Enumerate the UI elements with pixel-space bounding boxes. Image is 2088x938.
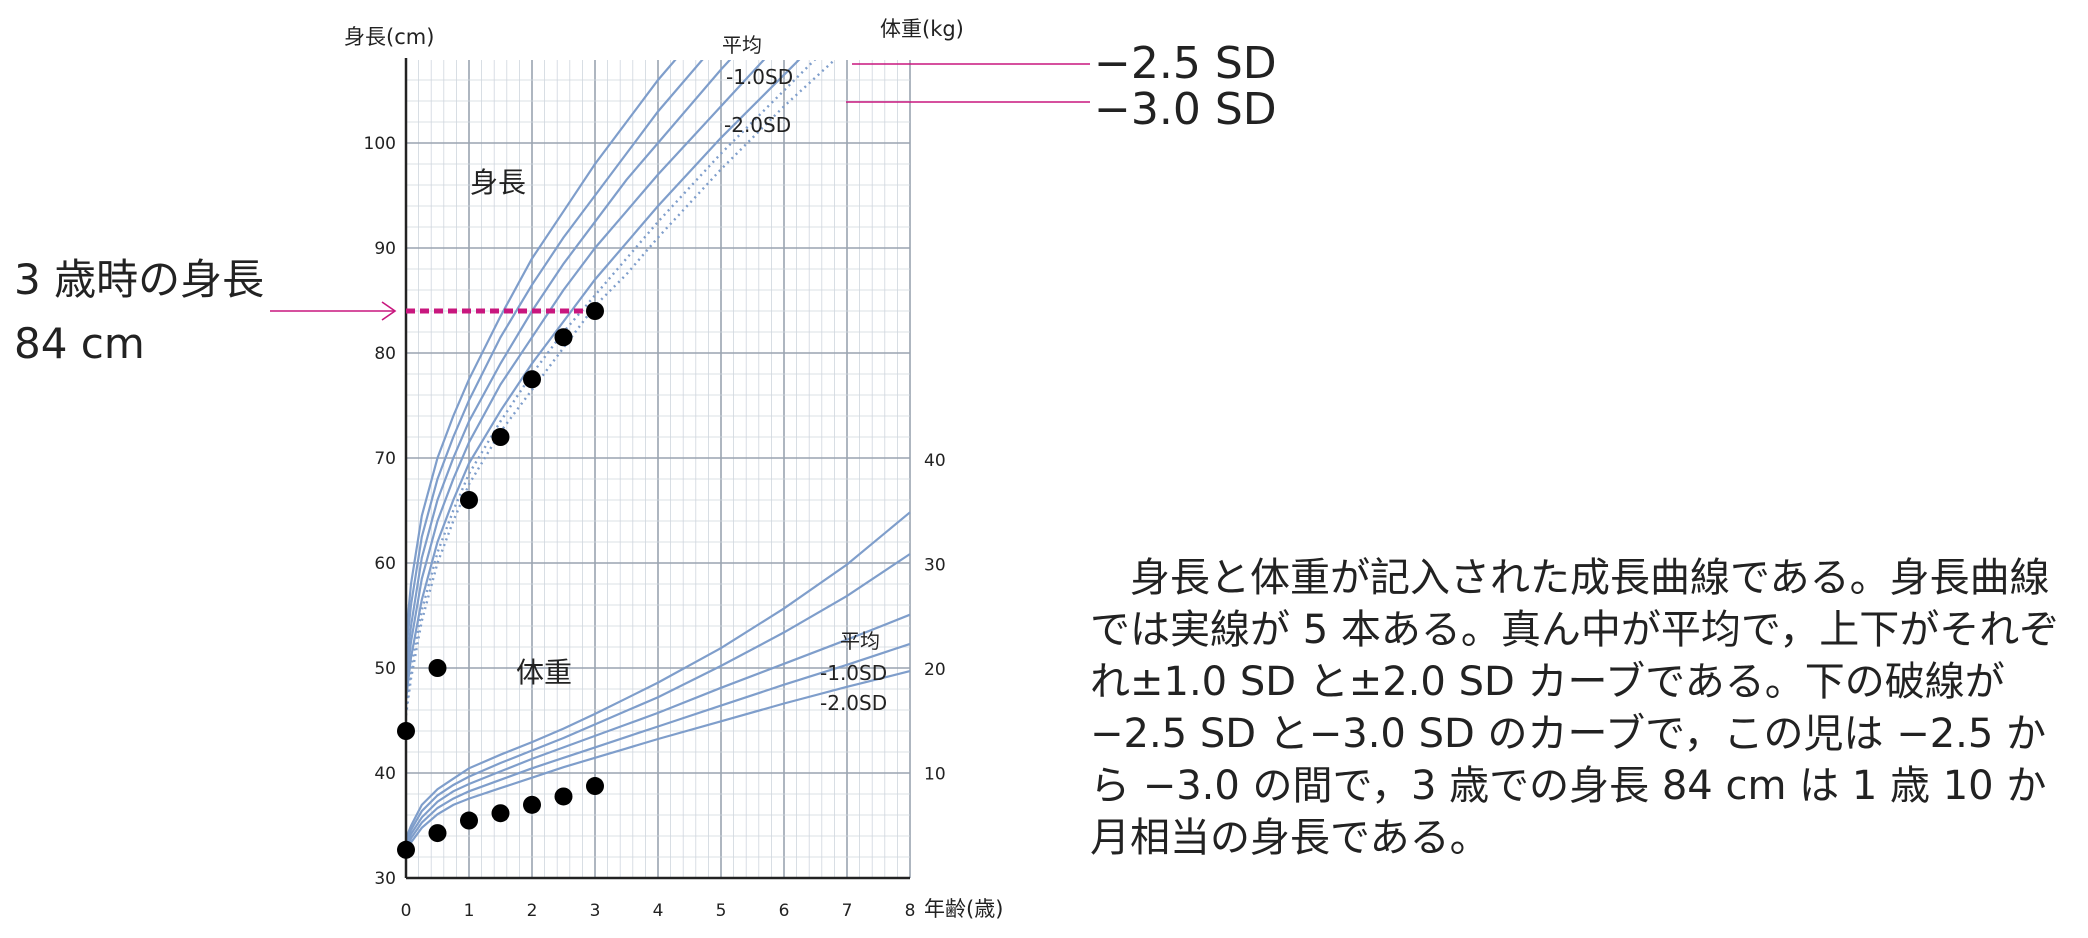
weight-curve	[406, 553, 911, 843]
height-curve	[406, 60, 766, 684]
callout-arrow-head	[381, 301, 397, 321]
height-curve	[406, 60, 732, 669]
axes	[404, 58, 910, 880]
height-tick-label: 40	[374, 764, 396, 784]
height-tick-label: 100	[364, 134, 396, 154]
data-points	[397, 302, 604, 859]
weight-curve-label-mean: 平均	[840, 629, 880, 653]
weight-point	[554, 787, 573, 806]
tick-labels: 0 1 2 3 4 5 6 7 8 30 40 50 60 70 80 90 100 10 20 30 40 年齢(歳) 身…	[344, 17, 1003, 921]
weight-tick-label: 20	[924, 660, 946, 680]
description: 身長と体重が記入された成長曲線である。身長曲線では実線が 5 本ある。真ん中が平…	[1090, 552, 2080, 864]
x-tick-label: 3	[590, 901, 601, 921]
height-curve-label-mean: 平均	[722, 33, 762, 57]
description-text: 身長と体重が記入された成長曲線である。身長曲線では実線が 5 本ある。真ん中が平…	[1090, 555, 2060, 861]
weight-point	[397, 840, 415, 859]
weight-point	[586, 777, 604, 796]
callout-label: 3 歳時の身長 84 cm	[14, 248, 264, 376]
height-curve-label-2sd: -2.0SD	[724, 113, 791, 137]
weight-curve-label-2sd: -2.0SD	[820, 691, 887, 715]
grid	[405, 60, 911, 879]
height-point	[491, 428, 510, 446]
weight-point	[523, 795, 541, 814]
height-tick-label: 60	[374, 554, 396, 574]
weight-tick-label: 10	[924, 765, 946, 785]
x-tick-label: 0	[401, 901, 412, 921]
weight-curve	[406, 511, 911, 839]
height-axis-title: 身長(cm)	[344, 25, 434, 49]
weight-point	[491, 804, 510, 823]
x-tick-label: 2	[527, 901, 538, 921]
height-tick-label: 90	[374, 239, 396, 259]
height-curve	[406, 60, 677, 637]
height-section-label: 身長	[470, 166, 526, 199]
x-tick-label: 6	[779, 901, 790, 921]
height-point	[554, 328, 573, 347]
x-tick-label: 5	[716, 901, 727, 921]
height-tick-label: 80	[374, 344, 396, 364]
height-point	[586, 302, 604, 320]
weight-curve-label-1sd: -1.0SD	[820, 661, 887, 685]
weight-tick-label: 40	[924, 451, 946, 471]
height-curve-label-1sd: -1.0SD	[726, 65, 793, 89]
height-point	[397, 722, 415, 740]
weight-curve	[406, 670, 911, 854]
weight-section-label: 体重	[516, 656, 572, 689]
height-point	[523, 370, 541, 389]
height-curve	[406, 60, 704, 653]
sd30-label: −3.0 SD	[1094, 84, 1277, 135]
weight-axis-title: 体重(kg)	[880, 17, 964, 41]
x-tick-label: 4	[653, 901, 664, 921]
x-tick-label: 7	[842, 901, 853, 921]
callout-line1: 3 歳時の身長	[14, 255, 265, 304]
height-tick-label: 50	[374, 659, 396, 679]
x-tick-label: 1	[464, 901, 475, 921]
weight-tick-label: 30	[924, 556, 946, 576]
x-axis-title: 年齢(歳)	[924, 897, 1003, 921]
callout-line2: 84 cm	[14, 319, 145, 368]
height-point	[428, 659, 447, 677]
height-point	[460, 491, 478, 509]
height-tick-label: 30	[374, 869, 396, 889]
curves	[406, 60, 911, 854]
sd25-label: −2.5 SD	[1094, 38, 1277, 89]
weight-point	[460, 811, 478, 830]
x-tick-label: 8	[905, 901, 916, 921]
height-curve	[406, 60, 801, 700]
weight-curve	[406, 642, 911, 851]
weight-curve	[406, 613, 911, 848]
weight-point	[428, 824, 447, 843]
height-tick-label: 70	[374, 449, 396, 469]
